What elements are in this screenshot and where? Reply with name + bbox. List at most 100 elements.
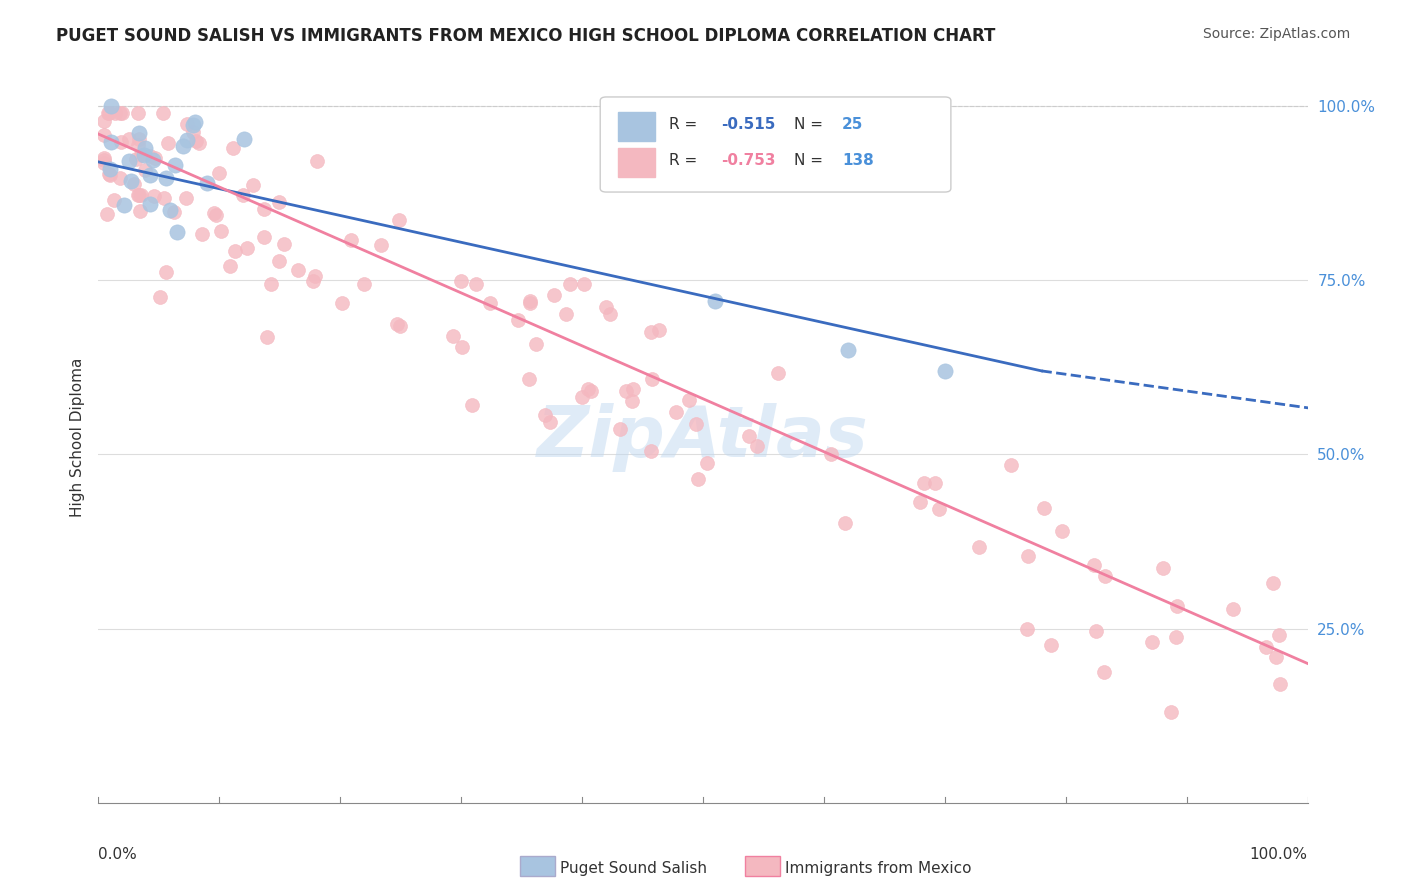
Bar	[619, 112, 655, 141]
Point	[100, 161, 122, 176]
Point	[93, 128, 115, 142]
Point	[686, 472, 709, 486]
Point	[176, 133, 198, 147]
Point	[209, 224, 232, 238]
Point	[184, 115, 207, 129]
Point	[156, 136, 179, 150]
Point	[224, 244, 246, 258]
Text: Source: ZipAtlas.com: Source: ZipAtlas.com	[1202, 27, 1350, 41]
Point	[641, 372, 664, 386]
Point	[273, 237, 295, 252]
Point	[128, 203, 150, 218]
Point	[766, 366, 789, 380]
Point	[96, 207, 118, 221]
Point	[543, 288, 565, 302]
Point	[519, 294, 541, 309]
Point	[579, 384, 602, 398]
Point	[163, 204, 186, 219]
Point	[208, 165, 231, 179]
Point	[128, 188, 150, 202]
Point	[614, 384, 637, 398]
Text: 138: 138	[842, 153, 873, 168]
Point	[267, 254, 290, 268]
Point	[165, 158, 187, 172]
Point	[465, 277, 488, 292]
Point	[640, 444, 662, 458]
Text: PUGET SOUND SALISH VS IMMIGRANTS FROM MEXICO HIGH SCHOOL DIPLOMA CORRELATION CHA: PUGET SOUND SALISH VS IMMIGRANTS FROM ME…	[56, 27, 995, 45]
Point	[127, 138, 149, 153]
Point	[108, 106, 131, 120]
Point	[1050, 524, 1073, 538]
Point	[129, 188, 152, 202]
Point	[1160, 705, 1182, 719]
Point	[118, 154, 141, 169]
Point	[139, 197, 162, 211]
Point	[143, 188, 166, 202]
Point	[1083, 558, 1105, 573]
Point	[100, 135, 122, 149]
Point	[533, 409, 555, 423]
Point	[1033, 501, 1056, 516]
Point	[256, 329, 278, 343]
Point	[93, 155, 115, 169]
Point	[176, 117, 198, 131]
Point	[134, 141, 156, 155]
Point	[108, 171, 131, 186]
Point	[1268, 676, 1291, 690]
Point	[232, 132, 254, 146]
Point	[934, 364, 956, 378]
Point	[103, 194, 125, 208]
Point	[202, 206, 225, 220]
Point	[1265, 649, 1288, 664]
Point	[97, 106, 120, 120]
Point	[665, 405, 688, 419]
Point	[609, 422, 631, 436]
Point	[195, 176, 218, 190]
Text: Puget Sound Salish: Puget Sound Salish	[560, 862, 707, 876]
Point	[1222, 602, 1244, 616]
Point	[1142, 634, 1164, 648]
Point	[451, 340, 474, 354]
Point	[1092, 665, 1115, 679]
Point	[1166, 599, 1188, 613]
Point	[97, 167, 120, 181]
Text: 0.0%: 0.0%	[98, 847, 138, 862]
Point	[640, 325, 662, 339]
Point	[1254, 640, 1277, 654]
Point	[187, 136, 209, 150]
Point	[302, 274, 325, 288]
Point	[517, 372, 540, 386]
Text: -0.515: -0.515	[721, 117, 776, 131]
Text: 25: 25	[842, 117, 863, 131]
Point	[524, 337, 547, 351]
Point	[232, 188, 254, 202]
Point	[304, 269, 326, 284]
Text: N =: N =	[793, 117, 828, 131]
Point	[134, 162, 156, 177]
Point	[820, 446, 842, 460]
Point	[142, 153, 165, 168]
Point	[555, 307, 578, 321]
Point	[120, 174, 142, 188]
Point	[242, 178, 264, 193]
Point	[576, 382, 599, 396]
Point	[128, 132, 150, 146]
Point	[623, 382, 645, 396]
Text: R =: R =	[669, 153, 702, 168]
Text: Immigrants from Mexico: Immigrants from Mexico	[785, 862, 972, 876]
Point	[519, 295, 541, 310]
Point	[1017, 622, 1039, 636]
Point	[685, 417, 707, 431]
Point	[98, 106, 121, 120]
Point	[128, 126, 150, 140]
Point	[122, 177, 145, 191]
Point	[287, 262, 309, 277]
Point	[112, 198, 135, 212]
Point	[834, 516, 856, 531]
Text: R =: R =	[669, 117, 702, 131]
Point	[222, 141, 245, 155]
Point	[93, 153, 115, 167]
Point	[253, 230, 276, 244]
Point	[602, 167, 624, 181]
Point	[747, 439, 769, 453]
